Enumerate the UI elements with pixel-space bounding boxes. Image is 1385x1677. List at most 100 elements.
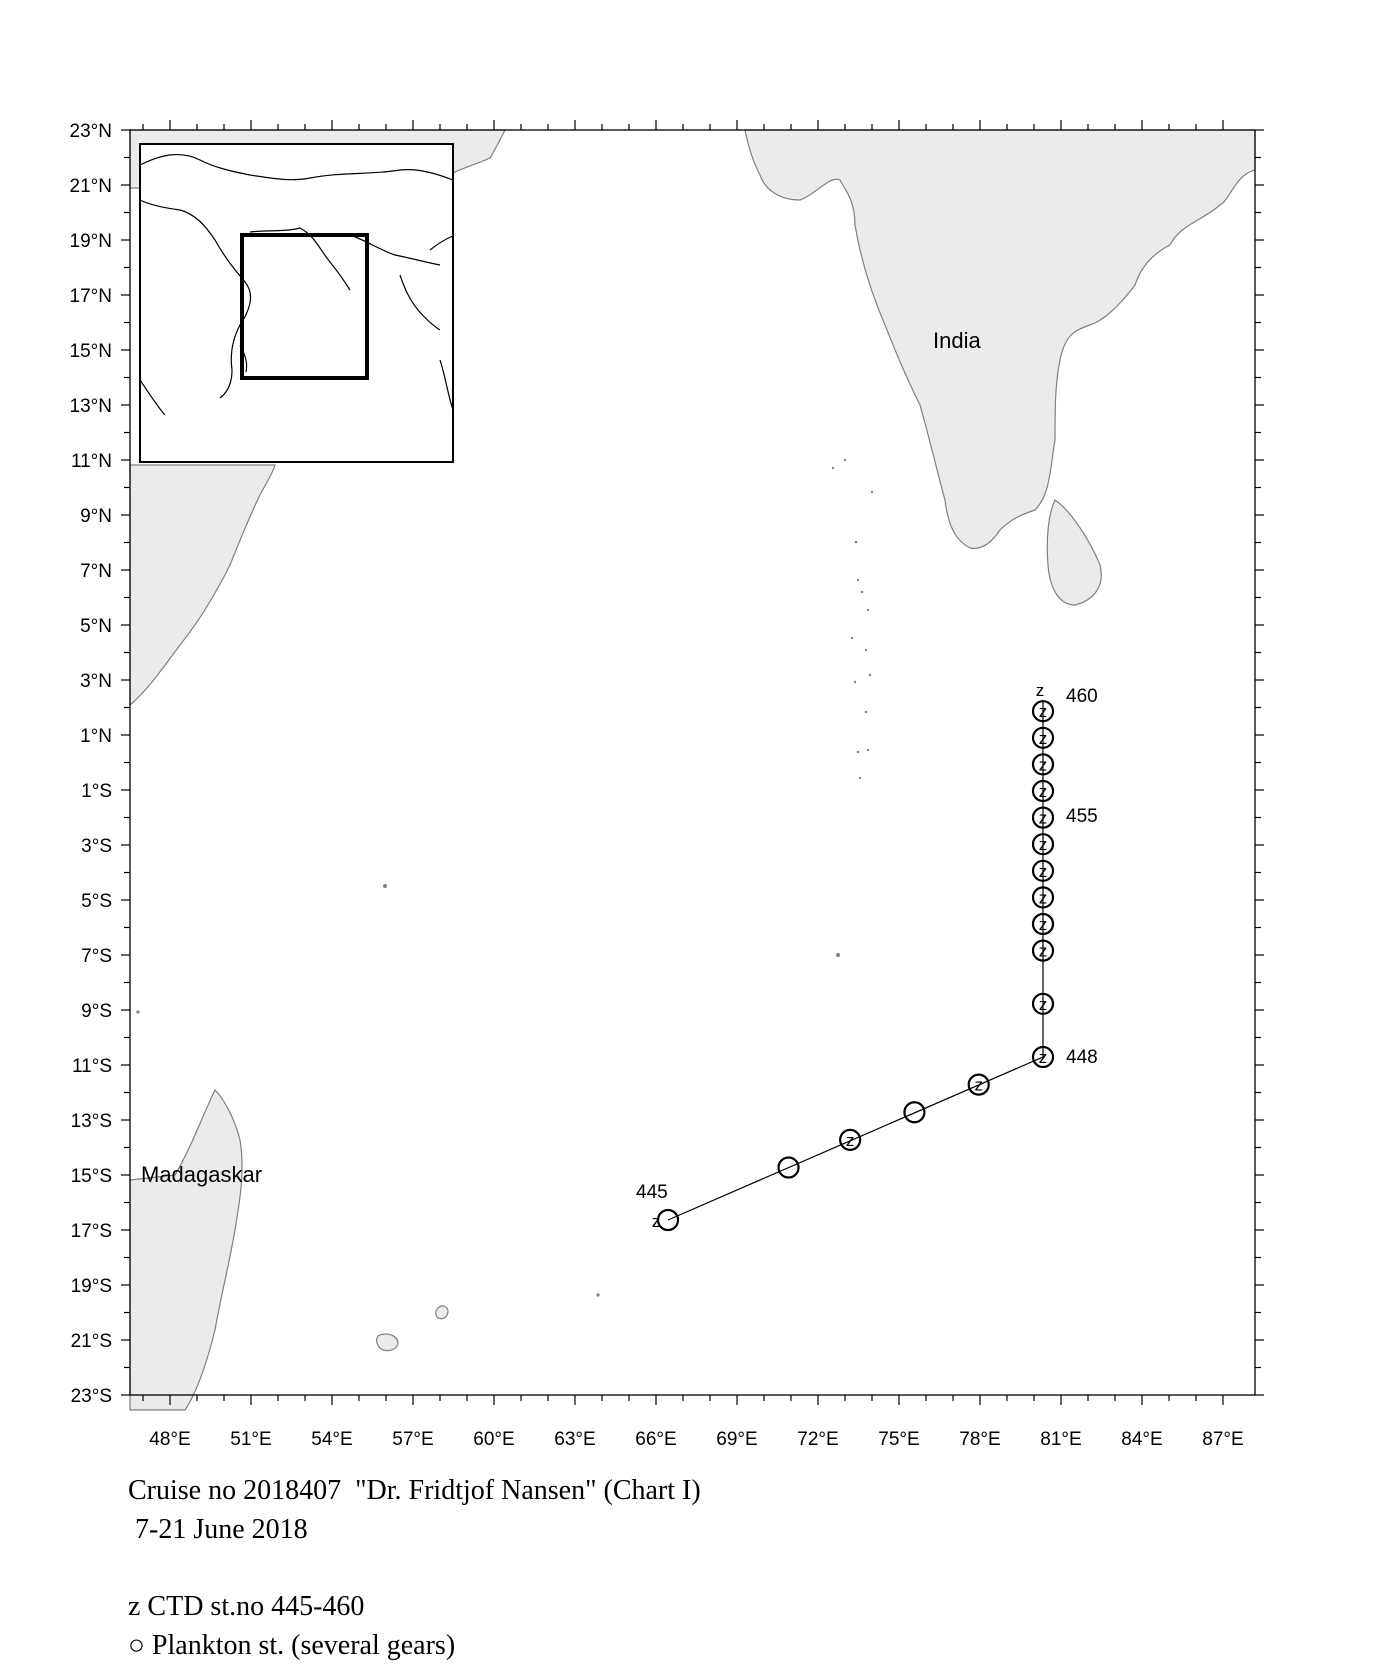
lat-label: 5°S (81, 891, 112, 912)
map-frame (129, 129, 1256, 1396)
mauritius-island (435, 1305, 449, 1320)
latitude-labels: 23°N 21°N 19°N 17°N 15°N 13°N 11°N 9°N 7°N 5°N 3°N… (70, 121, 112, 1407)
lon-label: 81°E (1040, 1429, 1081, 1450)
lat-label: 19°S (71, 1276, 112, 1297)
inset-frame (139, 143, 454, 463)
legend-ctd: z CTD st.no 445-460 (128, 1591, 365, 1622)
lon-label: 66°E (635, 1429, 676, 1450)
ctd-station-marker: z (1039, 862, 1048, 881)
sri-lanka-landmass (1046, 499, 1102, 606)
lat-label: 23°N (70, 121, 112, 142)
place-label-india: India (933, 328, 981, 353)
ctd-station-marker: z (1039, 1048, 1048, 1067)
lat-label: 13°S (71, 1111, 112, 1132)
lon-label: 75°E (878, 1429, 919, 1450)
plankton-station-marker (1031, 753, 1055, 776)
ctd-station-marker: z (1039, 809, 1048, 828)
islets (136, 458, 874, 1297)
ctd-station-marker: z (974, 1076, 983, 1095)
lon-label: 78°E (959, 1429, 1000, 1450)
plankton-station-marker (1031, 992, 1055, 1015)
lat-label: 17°S (71, 1221, 112, 1242)
ctd-station-marker: z (1039, 755, 1048, 774)
lat-label: 23°S (71, 1386, 112, 1407)
ctd-station-marker: z (1039, 729, 1048, 748)
legend-plankton: ○ Plankton st. (several gears) (128, 1630, 456, 1661)
lat-label: 3°N (80, 671, 112, 692)
ctd-station-marker: z (1039, 835, 1048, 854)
madagascar-landmass (129, 1088, 243, 1411)
plankton-station-marker (1031, 939, 1055, 962)
lon-label: 60°E (473, 1429, 514, 1450)
lon-label: 51°E (230, 1429, 271, 1450)
inset-map (139, 143, 454, 463)
caption-title: Cruise no 2018407 "Dr. Fridtjof Nansen" … (128, 1475, 701, 1506)
lat-label: 19°N (70, 231, 112, 252)
lat-label: 21°S (71, 1331, 112, 1352)
lat-label: 1°S (81, 781, 112, 802)
lon-label: 69°E (716, 1429, 757, 1450)
ctd-station-marker: z (846, 1131, 855, 1150)
plankton-station-marker (839, 1128, 862, 1151)
lat-label: 7°N (80, 561, 112, 582)
station-markers (656, 700, 1055, 1232)
place-label-madagascar: Madagaskar (141, 1162, 262, 1187)
lat-label: 3°S (81, 836, 112, 857)
station-label-445: 445 (636, 1182, 668, 1203)
station-label-460: 460 (1066, 686, 1098, 707)
lat-label: 13°N (70, 396, 112, 417)
plankton-station-marker (1031, 806, 1055, 829)
lat-label: 11°N (71, 451, 112, 472)
lat-label: 9°S (81, 1001, 112, 1022)
longitude-labels: 48°E 51°E 54°E 57°E 60°E 63°E 66°E 69°E 72°E 75°E… (149, 1429, 1243, 1450)
ctd-station-marker: z (652, 1212, 661, 1231)
lon-label: 63°E (554, 1429, 595, 1450)
lat-label: 5°N (80, 616, 112, 637)
plankton-station-marker (1031, 1045, 1055, 1069)
plankton-station-marker (1031, 859, 1055, 882)
lon-label: 48°E (149, 1429, 190, 1450)
india-landmass (744, 129, 1256, 550)
lat-label: 21°N (70, 176, 112, 197)
plankton-station-marker (1031, 779, 1055, 803)
lon-label: 87°E (1202, 1429, 1243, 1450)
map-frame-ticks (121, 120, 1264, 1405)
ctd-station-marker: z (1036, 681, 1045, 700)
lat-label: 9°N (80, 506, 112, 527)
plankton-station-marker (1031, 833, 1055, 856)
ctd-station-marker: z (1039, 942, 1048, 961)
ctd-station-marker: z (1039, 702, 1048, 721)
plankton-station-marker (1031, 700, 1055, 723)
caption-dates: 7-21 June 2018 (128, 1514, 308, 1545)
plankton-station-marker (777, 1156, 800, 1179)
track-line (667, 700, 1044, 1221)
lon-label: 84°E (1121, 1429, 1162, 1450)
lon-label: 54°E (311, 1429, 352, 1450)
ctd-station-marker: z (1039, 915, 1048, 934)
ctd-station-marker: z (1039, 782, 1048, 801)
ctd-station-marker: z (1039, 888, 1048, 907)
plankton-station-marker (1031, 726, 1055, 749)
lat-label: 15°N (70, 341, 112, 362)
lat-label: 15°S (71, 1166, 112, 1187)
inset-study-area-box (240, 233, 369, 380)
lat-label: 11°S (72, 1056, 112, 1077)
lat-label: 17°N (70, 286, 112, 307)
plankton-station-marker (967, 1073, 990, 1096)
station-label-448: 448 (1066, 1047, 1098, 1068)
plankton-station-marker (656, 1208, 680, 1232)
lon-label: 57°E (392, 1429, 433, 1450)
lat-label: 7°S (81, 946, 112, 967)
plankton-station-marker (1031, 886, 1055, 909)
ctd-station-marker: z (1039, 995, 1048, 1014)
reunion-island (376, 1333, 399, 1352)
plankton-station-marker (1031, 912, 1055, 936)
horn-of-africa-landmass (129, 464, 276, 707)
lat-label: 1°N (80, 726, 112, 747)
plankton-station-marker (903, 1101, 926, 1124)
station-label-455: 455 (1066, 806, 1098, 827)
lon-label: 72°E (797, 1429, 838, 1450)
